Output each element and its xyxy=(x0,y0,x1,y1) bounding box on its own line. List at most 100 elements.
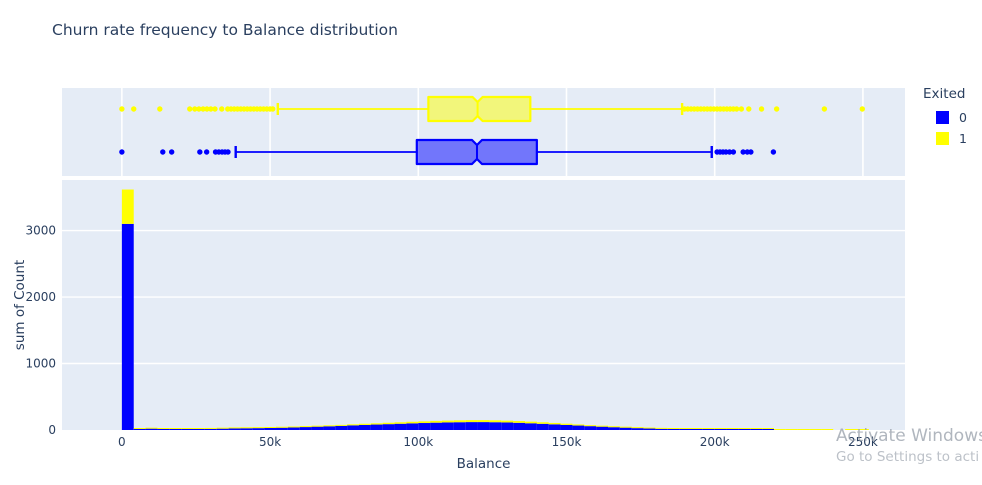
outlier-point[interactable] xyxy=(733,106,740,112)
outlier-point[interactable] xyxy=(758,106,765,112)
histogram-bar-exited-1[interactable] xyxy=(619,426,632,428)
histogram-bar-exited-0[interactable] xyxy=(323,426,336,430)
histogram-bar-exited-1[interactable] xyxy=(335,424,348,426)
histogram-bar-exited-0[interactable] xyxy=(359,424,371,430)
outlier-point[interactable] xyxy=(773,106,780,112)
histogram-bar-exited-1[interactable] xyxy=(679,428,691,429)
histogram-bar-exited-0[interactable] xyxy=(690,429,703,430)
histogram-bar-exited-0[interactable] xyxy=(513,422,525,430)
histogram-bar-exited-1[interactable] xyxy=(394,422,407,424)
histogram-bar-exited-0[interactable] xyxy=(264,428,277,430)
histogram-bar-exited-1[interactable] xyxy=(299,426,312,428)
box-plot-exited-1[interactable] xyxy=(119,95,866,123)
outlier-point[interactable] xyxy=(197,149,203,155)
histogram-bar-exited-1[interactable] xyxy=(856,429,869,430)
histogram-bar-exited-1[interactable] xyxy=(228,427,241,429)
histogram-bar-exited-1[interactable] xyxy=(204,427,217,429)
histogram-bar-exited-0[interactable] xyxy=(418,423,431,430)
histogram-bar-exited-1[interactable] xyxy=(738,428,751,429)
histogram-bar-exited-0[interactable] xyxy=(276,427,288,430)
histogram-bar-exited-1[interactable] xyxy=(762,428,774,429)
outlier-point[interactable] xyxy=(131,106,137,112)
histogram-bar-exited-0[interactable] xyxy=(228,428,241,430)
histogram-bar-exited-0[interactable] xyxy=(181,429,194,430)
outlier-point[interactable] xyxy=(225,149,231,155)
histogram-bar-exited-1[interactable] xyxy=(690,428,703,429)
histogram-bar-exited-0[interactable] xyxy=(536,423,549,430)
histogram-bar-exited-0[interactable] xyxy=(193,429,205,430)
histogram-bar-exited-1[interactable] xyxy=(430,420,443,423)
histogram-bar-exited-0[interactable] xyxy=(394,423,407,430)
histogram-bar-exited-0[interactable] xyxy=(762,429,774,430)
histogram-bar-exited-1[interactable] xyxy=(359,423,371,425)
histogram-bar-exited-0[interactable] xyxy=(679,429,691,430)
outlier-point[interactable] xyxy=(270,106,276,112)
histogram-bar-exited-1[interactable] xyxy=(548,422,561,425)
histogram-bar-exited-1[interactable] xyxy=(216,427,229,429)
histogram-bar-exited-1[interactable] xyxy=(252,427,265,429)
histogram-bar-exited-1[interactable] xyxy=(287,426,300,428)
histogram-bar-exited-1[interactable] xyxy=(643,427,656,429)
histogram-bar-exited-1[interactable] xyxy=(655,427,668,429)
histogram-bar-exited-0[interactable] xyxy=(299,427,312,430)
histogram-bar-exited-0[interactable] xyxy=(145,428,158,430)
histogram-bar-exited-1[interactable] xyxy=(773,429,786,430)
histogram-bar-exited-1[interactable] xyxy=(465,420,478,423)
histogram-bar-exited-0[interactable] xyxy=(169,429,182,430)
histogram-bar-exited-0[interactable] xyxy=(584,426,597,430)
histogram-bar-exited-1[interactable] xyxy=(809,429,822,430)
histogram-bar-exited-1[interactable] xyxy=(193,428,205,429)
outlier-point[interactable] xyxy=(740,149,746,155)
histogram-bar-exited-0[interactable] xyxy=(667,429,680,430)
outlier-point[interactable] xyxy=(160,149,166,155)
outlier-point[interactable] xyxy=(726,149,733,155)
histogram-bar-exited-0[interactable] xyxy=(750,429,763,430)
histogram-bar-exited-0[interactable] xyxy=(121,223,134,430)
histogram-bar-exited-1[interactable] xyxy=(347,424,360,426)
histogram-bar-exited-1[interactable] xyxy=(489,420,502,423)
outlier-point[interactable] xyxy=(192,106,198,112)
histogram-bar-exited-1[interactable] xyxy=(370,423,383,425)
outlier-point[interactable] xyxy=(119,149,125,155)
outlier-point[interactable] xyxy=(748,149,754,155)
histogram-bar-exited-1[interactable] xyxy=(382,422,395,425)
outlier-point[interactable] xyxy=(204,106,210,112)
histogram-bar-exited-1[interactable] xyxy=(240,427,253,429)
histogram-bar-exited-0[interactable] xyxy=(524,423,537,430)
histogram-bar-exited-1[interactable] xyxy=(785,429,798,430)
outlier-point[interactable] xyxy=(212,106,218,112)
histogram-bar-exited-1[interactable] xyxy=(560,423,573,425)
histogram-bar-exited-1[interactable] xyxy=(607,426,620,428)
histogram-bar-exited-1[interactable] xyxy=(750,428,763,429)
histogram-bar-exited-1[interactable] xyxy=(667,428,680,429)
outlier-point[interactable] xyxy=(187,106,193,112)
histogram-bar-exited-1[interactable] xyxy=(821,429,834,430)
histogram-bar-exited-0[interactable] xyxy=(442,422,454,430)
histogram-bar-exited-0[interactable] xyxy=(335,425,348,430)
histogram-bar-exited-0[interactable] xyxy=(204,428,217,430)
histogram-bar-exited-1[interactable] xyxy=(169,428,182,429)
box-plot-exited-0[interactable] xyxy=(119,138,777,166)
histogram-bar-exited-1[interactable] xyxy=(442,420,454,423)
histogram-bar-exited-0[interactable] xyxy=(347,425,360,430)
histogram-bar-exited-0[interactable] xyxy=(430,422,443,430)
histogram-bar-exited-0[interactable] xyxy=(382,424,395,430)
outlier-point[interactable] xyxy=(770,149,777,155)
histogram-bar-exited-0[interactable] xyxy=(240,428,253,430)
histogram-bar-exited-1[interactable] xyxy=(406,421,419,424)
histogram-bar-exited-1[interactable] xyxy=(145,427,158,429)
histogram-bar-exited-1[interactable] xyxy=(264,427,277,429)
histogram-bar-exited-1[interactable] xyxy=(181,428,194,429)
histogram-bar-exited-1[interactable] xyxy=(501,420,514,423)
histogram-bar-exited-1[interactable] xyxy=(797,429,810,430)
histogram-bar-exited-0[interactable] xyxy=(477,422,490,430)
histogram-bar-exited-0[interactable] xyxy=(643,428,656,430)
histogram-bar-exited-1[interactable] xyxy=(453,420,466,423)
outlier-point[interactable] xyxy=(200,106,206,112)
outlier-point[interactable] xyxy=(821,106,828,112)
histogram-bar-exited-1[interactable] xyxy=(536,422,549,424)
histogram-bar-exited-0[interactable] xyxy=(596,426,608,430)
histogram-bar-exited-1[interactable] xyxy=(726,428,739,429)
outlier-point[interactable] xyxy=(219,106,225,112)
histogram-bar-exited-0[interactable] xyxy=(726,429,739,430)
